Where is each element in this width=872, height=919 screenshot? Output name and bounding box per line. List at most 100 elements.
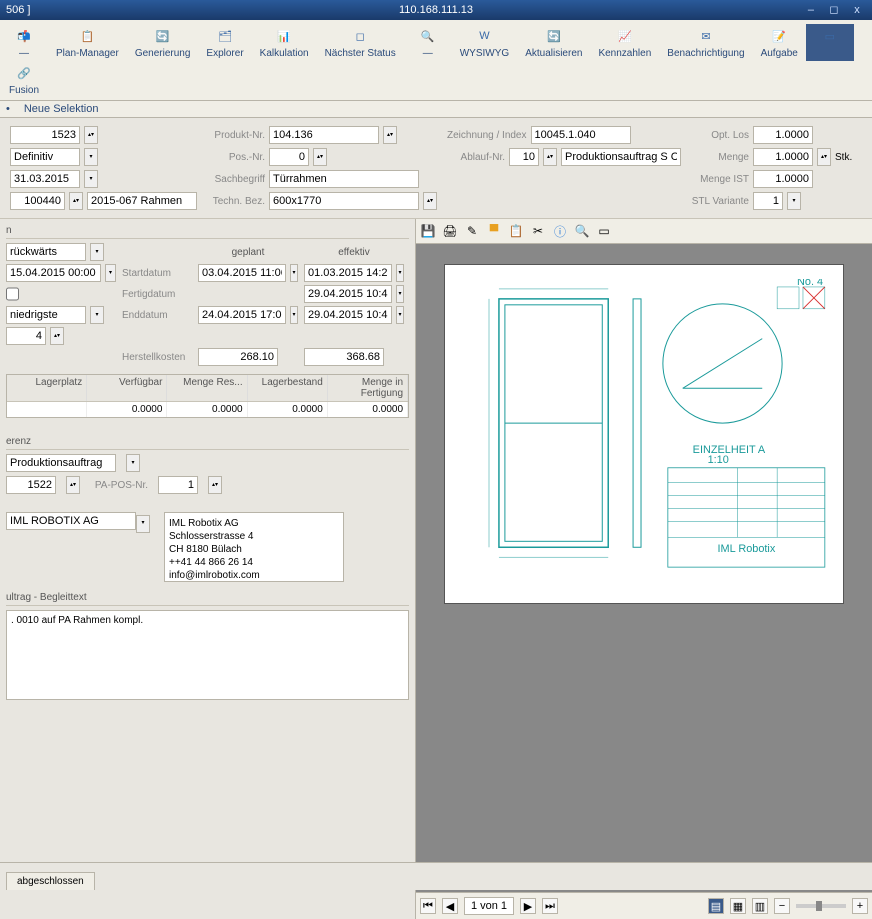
- end-effektiv[interactable]: [304, 306, 392, 324]
- ribbon-label: Nächster Status: [325, 48, 396, 59]
- ribbon-label: —: [423, 48, 433, 59]
- fe-dd[interactable]: ▾: [396, 285, 404, 303]
- order-id-input[interactable]: [10, 126, 80, 144]
- stock-col: Verfügbar: [87, 375, 167, 401]
- ribbon-item-12[interactable]: ▭: [806, 24, 854, 61]
- print-icon[interactable]: 🖨: [441, 222, 459, 240]
- info-icon[interactable]: ⓘ: [551, 222, 569, 240]
- highlight-icon[interactable]: ▀: [485, 222, 503, 240]
- menge-spin[interactable]: ▴▾: [817, 148, 831, 166]
- sach-input[interactable]: [269, 170, 419, 188]
- sg-dd[interactable]: ▾: [290, 264, 298, 282]
- minimize-button[interactable]: –: [802, 3, 820, 17]
- stlvar-spin[interactable]: ▾: [787, 192, 801, 210]
- prio-dd[interactable]: ▾: [90, 306, 104, 324]
- view-mode-1-icon[interactable]: ▤: [708, 898, 724, 914]
- ribbon-fusion[interactable]: 🔗Fusion: [0, 61, 48, 98]
- optlos-input[interactable]: [753, 126, 813, 144]
- ref-spin[interactable]: ▴▾: [69, 192, 83, 210]
- ribbon-icon: ✉: [696, 26, 716, 46]
- ribbon-aufgabe[interactable]: 📝Aufgabe: [753, 24, 806, 61]
- pos-spinner[interactable]: ▴▾: [313, 148, 327, 166]
- start-effektiv[interactable]: [304, 264, 392, 282]
- edit-icon[interactable]: ✎: [463, 222, 481, 240]
- status-tab[interactable]: abgeschlossen: [6, 872, 95, 890]
- drawing-viewport[interactable]: No. 4 EINZELHEIT A 1:10 IML Robotix: [416, 244, 872, 892]
- ref-txt[interactable]: [87, 192, 197, 210]
- begleit-text[interactable]: . 0010 auf PA Rahmen kompl.: [6, 610, 409, 700]
- view-mode-2-icon[interactable]: ▦: [730, 898, 746, 914]
- prio-select[interactable]: [6, 306, 86, 324]
- se-dd[interactable]: ▾: [396, 264, 404, 282]
- ablauf-spin[interactable]: ▴▾: [543, 148, 557, 166]
- rq-spin[interactable]: ▴▾: [208, 476, 222, 494]
- first-page-icon[interactable]: ⏮: [420, 898, 436, 914]
- ribbon-kalkulation[interactable]: 📊Kalkulation: [252, 24, 317, 61]
- zoom-in-icon[interactable]: +: [852, 898, 868, 914]
- stlvar-input[interactable]: [753, 192, 783, 210]
- direction-select[interactable]: [6, 243, 86, 261]
- produkt-spinner[interactable]: ▴▾: [383, 126, 397, 144]
- ribbon-benachrichtigung[interactable]: ✉Benachrichtigung: [659, 24, 752, 61]
- co-dd[interactable]: ▾: [136, 515, 150, 533]
- check1[interactable]: [6, 285, 19, 303]
- prodauf-input[interactable]: [561, 148, 681, 166]
- ribbon-aktualisieren[interactable]: 🔄Aktualisieren: [517, 24, 590, 61]
- ribbon--[interactable]: 🔍—: [404, 24, 452, 61]
- view-mode-3-icon[interactable]: ▥: [752, 898, 768, 914]
- menge-input[interactable]: [753, 148, 813, 166]
- close-button[interactable]: x: [848, 3, 866, 17]
- rn-spin[interactable]: ▴▾: [66, 476, 80, 494]
- next-page-icon[interactable]: ▶: [520, 898, 536, 914]
- page-indicator[interactable]: [464, 897, 514, 915]
- ribbon-generierung[interactable]: 🔄Generierung: [127, 24, 199, 61]
- neue-selektion[interactable]: Neue Selektion: [24, 103, 99, 115]
- dir-dd[interactable]: ▾: [90, 243, 104, 261]
- pos-label: Pos.-Nr.: [207, 152, 265, 163]
- ribbon-wysiwyg[interactable]: WWYSIWYG: [452, 24, 517, 61]
- id-spinner[interactable]: ▴▾: [84, 126, 98, 144]
- ribbon-explorer[interactable]: 🗂Explorer: [198, 24, 251, 61]
- tech-input[interactable]: [269, 192, 419, 210]
- ts-dd[interactable]: ▾: [105, 264, 116, 282]
- status-select[interactable]: [10, 148, 80, 166]
- zeichnung-input[interactable]: [531, 126, 631, 144]
- rt-dd[interactable]: ▾: [126, 454, 140, 472]
- prev-page-icon[interactable]: ◀: [442, 898, 458, 914]
- sub-item[interactable]: •: [6, 103, 10, 115]
- save-icon[interactable]: 💾: [419, 222, 437, 240]
- ribbon--[interactable]: 📬—: [0, 24, 48, 61]
- date-input[interactable]: [10, 170, 80, 188]
- ts-input[interactable]: [6, 264, 101, 282]
- zoom-slider[interactable]: [796, 904, 846, 908]
- status-dd[interactable]: ▾: [84, 148, 98, 166]
- end-geplant[interactable]: [198, 306, 286, 324]
- cut-icon[interactable]: ✂: [529, 222, 547, 240]
- ref-input[interactable]: [10, 192, 65, 210]
- eg-dd[interactable]: ▾: [290, 306, 298, 324]
- tech-spin[interactable]: ▴▾: [423, 192, 437, 210]
- produkt-input[interactable]: [269, 126, 379, 144]
- maximize-button[interactable]: ◻: [825, 3, 843, 17]
- ribbon-n-chster-status[interactable]: ◻Nächster Status: [317, 24, 404, 61]
- ref-num[interactable]: [6, 476, 56, 494]
- copy-icon[interactable]: 📋: [507, 222, 525, 240]
- zoom-out-icon[interactable]: −: [774, 898, 790, 914]
- mengeist-input[interactable]: [753, 170, 813, 188]
- start-geplant[interactable]: [198, 264, 286, 282]
- zoom-icon[interactable]: 🔍: [573, 222, 591, 240]
- ref-q[interactable]: [158, 476, 198, 494]
- ablauf-input[interactable]: [509, 148, 539, 166]
- company-select[interactable]: [6, 512, 136, 530]
- prio-n[interactable]: [6, 327, 46, 345]
- ref-type[interactable]: [6, 454, 116, 472]
- fertig-effektiv[interactable]: [304, 285, 392, 303]
- ee-dd[interactable]: ▾: [396, 306, 404, 324]
- pn-spin[interactable]: ▴▾: [50, 327, 64, 345]
- last-page-icon[interactable]: ⏭: [542, 898, 558, 914]
- ribbon-plan-manager[interactable]: 📋Plan-Manager: [48, 24, 127, 61]
- date-dd[interactable]: ▾: [84, 170, 98, 188]
- pos-input[interactable]: [269, 148, 309, 166]
- ribbon-kennzahlen[interactable]: 📈Kennzahlen: [590, 24, 659, 61]
- select-icon[interactable]: ▭: [595, 222, 613, 240]
